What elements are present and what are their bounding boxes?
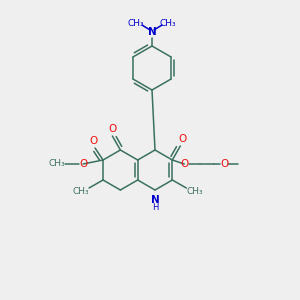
Text: CH₃: CH₃ — [186, 188, 202, 196]
Text: O: O — [180, 159, 188, 169]
Text: O: O — [79, 159, 87, 169]
Text: O: O — [108, 124, 116, 134]
Text: O: O — [220, 159, 228, 169]
Text: CH₃: CH₃ — [160, 19, 176, 28]
Text: N: N — [151, 195, 159, 205]
Text: CH₃: CH₃ — [49, 160, 65, 169]
Text: N: N — [148, 27, 156, 37]
Text: H: H — [152, 203, 158, 212]
Text: CH₃: CH₃ — [128, 19, 144, 28]
Text: O: O — [89, 136, 97, 146]
Text: CH₃: CH₃ — [73, 188, 89, 196]
Text: O: O — [178, 134, 186, 144]
